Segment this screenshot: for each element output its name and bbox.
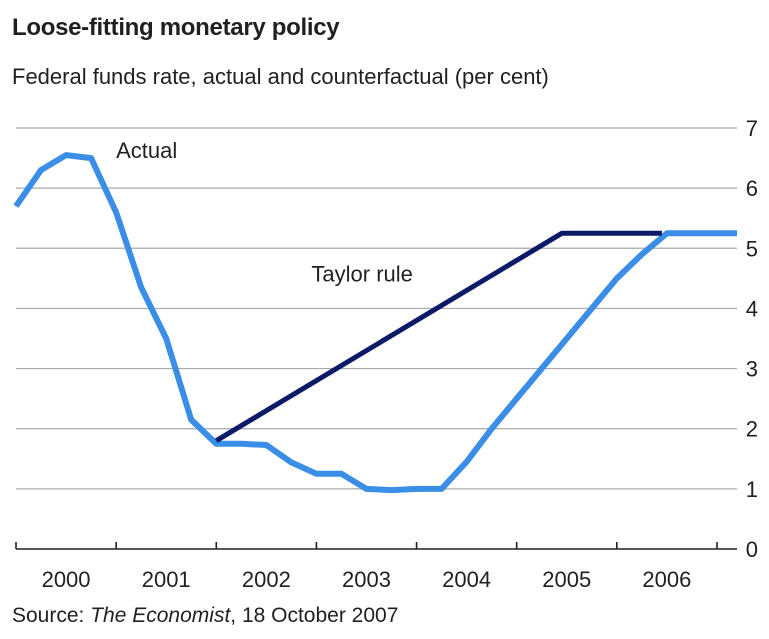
x-tick-label-2000: 2000: [42, 567, 91, 592]
x-tick-label-2001: 2001: [142, 567, 191, 592]
y-tick-labels: 0 1 2 3 4 5 6 7: [746, 116, 758, 562]
source-publication: The Economist: [90, 604, 231, 627]
series-line-taylor-rule: [215, 230, 662, 443]
chart-title: Loose-fitting monetary policy: [12, 14, 340, 41]
series-line-actual: [13, 152, 737, 494]
x-tick-labels: 2000 2001 2002 2003 2004 2005 2006: [42, 567, 692, 592]
y-tick-label-1: 1: [746, 477, 758, 502]
gridlines: [16, 127, 737, 490]
x-tick-label-2006: 2006: [642, 567, 691, 592]
chart-subtitle: Federal funds rate, actual and counterfa…: [12, 64, 549, 89]
x-tick-label-2004: 2004: [442, 567, 491, 592]
y-tick-label-3: 3: [746, 357, 758, 382]
annotation-taylor-rule: Taylor rule: [311, 261, 412, 286]
series-lines: [13, 152, 737, 494]
chart-source: Source: The Economist, 18 October 2007: [12, 604, 398, 628]
y-tick-label-2: 2: [746, 417, 758, 442]
y-tick-label-4: 4: [746, 296, 758, 321]
x-tick-label-2005: 2005: [542, 567, 591, 592]
x-tick-label-2002: 2002: [242, 567, 291, 592]
x-axis: [15, 542, 737, 550]
y-tick-label-6: 6: [746, 176, 758, 201]
y-tick-label-5: 5: [746, 236, 758, 261]
annotation-actual: Actual: [116, 138, 177, 163]
y-tick-label-7: 7: [746, 116, 758, 141]
source-prefix: Source:: [12, 604, 91, 627]
annotations: Actual Taylor rule: [116, 138, 413, 286]
x-tick-label-2003: 2003: [342, 567, 391, 592]
y-tick-label-0: 0: [746, 537, 758, 562]
source-date: , 18 October 2007: [230, 604, 399, 627]
